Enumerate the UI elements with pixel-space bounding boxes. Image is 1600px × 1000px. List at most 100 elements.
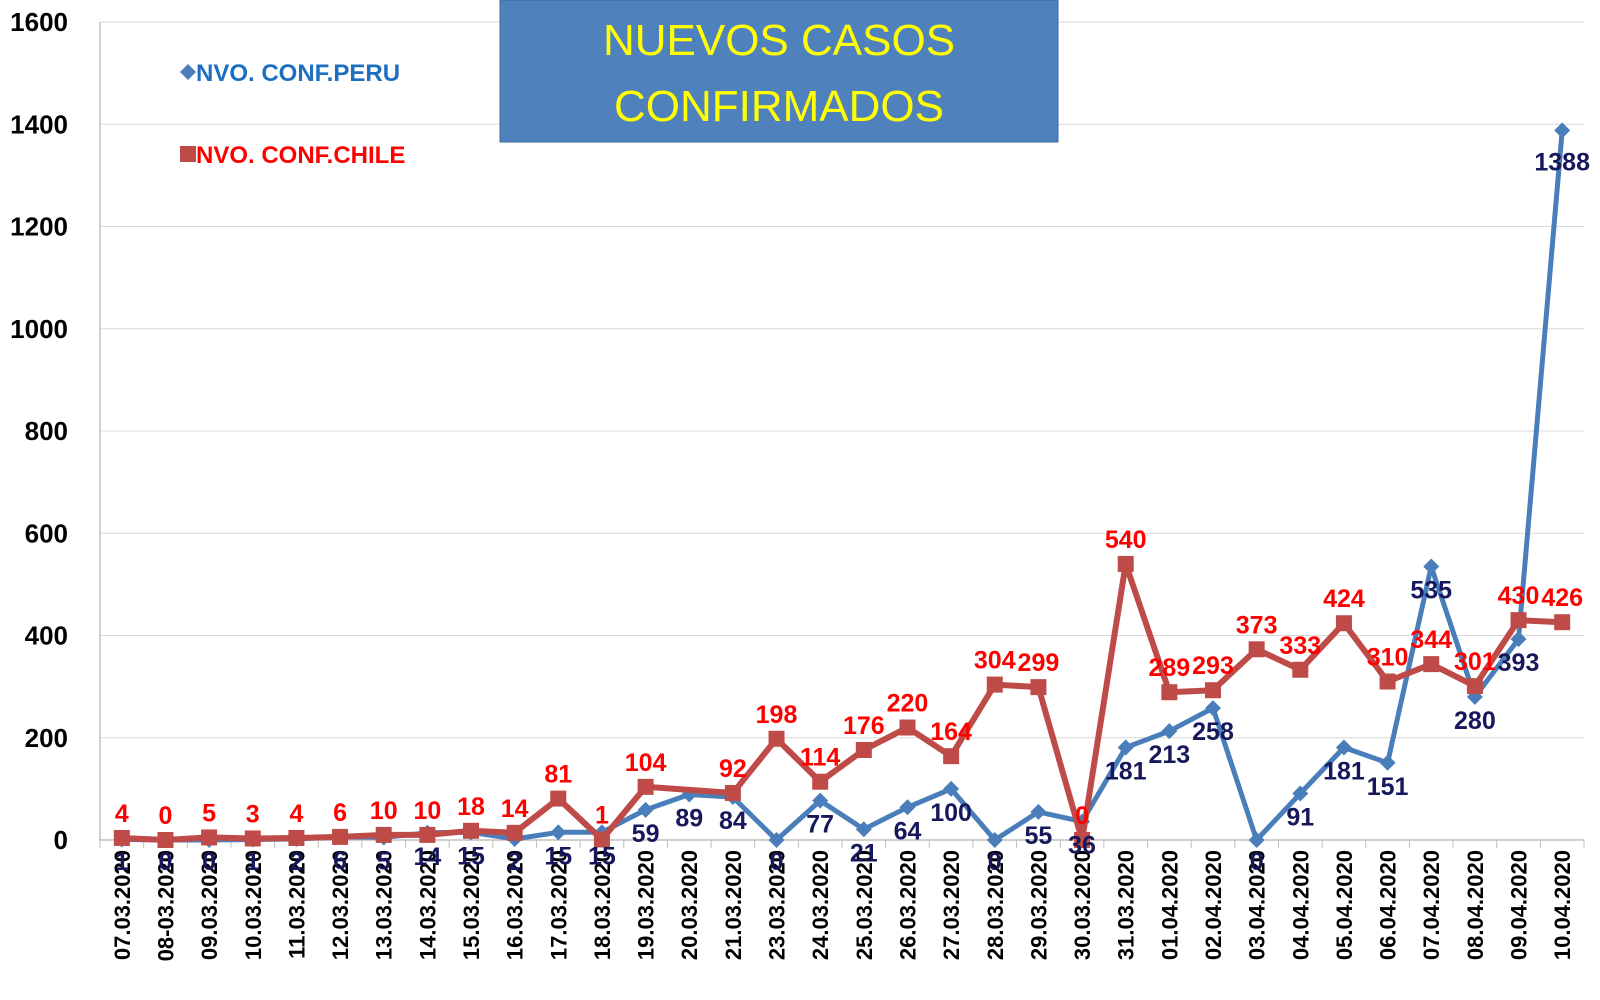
- x-tick-label: 03.04.2020: [1245, 850, 1270, 960]
- peru-point: [1423, 558, 1440, 575]
- peru-point: [1205, 700, 1221, 717]
- chile-point: [593, 831, 610, 848]
- x-tick-label: 05.04.2020: [1332, 850, 1357, 960]
- chile-point: [375, 826, 392, 843]
- chile-point: [1510, 612, 1527, 629]
- chile-data-label: 289: [1148, 654, 1190, 682]
- chile-data-label: 164: [930, 718, 972, 746]
- x-tick-label: 02.04.2020: [1201, 850, 1226, 960]
- x-tick-label: 18.03.2020: [590, 850, 615, 960]
- x-tick-label: 17.03.2020: [546, 850, 571, 960]
- x-tick-label: 10.04.2020: [1550, 850, 1575, 960]
- peru-data-label: 1: [246, 848, 260, 876]
- x-tick-label: 20.03.2020: [677, 850, 702, 960]
- peru-data-label: 14: [413, 843, 441, 871]
- x-tick-label: 12.03.2020: [328, 850, 353, 960]
- peru-point: [1554, 122, 1571, 139]
- chile-point: [768, 730, 785, 747]
- chile-point: [332, 828, 349, 845]
- x-tick-label: 07.03.2020: [110, 850, 135, 960]
- x-tick-label: 29.03.2020: [1026, 850, 1051, 960]
- peru-data-label: 89: [675, 804, 703, 832]
- peru-data-label: 2: [508, 848, 522, 876]
- chart-title: NUEVOS CASOS CONFIRMADOS: [499, 0, 1059, 143]
- chile-data-label: 430: [1498, 582, 1540, 610]
- title-box: [499, 0, 1059, 143]
- peru-data-label: 21: [850, 839, 878, 867]
- chile-data-label: 114: [800, 744, 840, 772]
- x-tick-label: 15.03.2020: [459, 850, 484, 960]
- legend-item-peru: NVO. CONF.PERU: [180, 60, 400, 87]
- peru-data-label: 55: [1025, 822, 1053, 850]
- chile-data-label: 0: [159, 802, 173, 830]
- chile-point: [986, 676, 1003, 693]
- peru-data-label: 64: [894, 817, 922, 845]
- chile-data-label: 304: [974, 647, 1016, 675]
- chile-data-label: 3: [246, 800, 260, 828]
- peru-data-label: 181: [1323, 757, 1365, 785]
- peru-data-label: 84: [719, 807, 747, 835]
- peru-point: [812, 792, 829, 809]
- chile-point: [1074, 832, 1091, 848]
- chile-data-label: 4: [115, 800, 129, 828]
- chile-data-label: 293: [1192, 652, 1234, 680]
- chile-point: [419, 826, 436, 843]
- peru-data-label: 2: [289, 848, 303, 876]
- chile-data-label: 310: [1367, 644, 1409, 672]
- peru-data-label: 15: [588, 842, 616, 870]
- chile-point: [1117, 555, 1134, 572]
- peru-data-label: 36: [1068, 832, 1096, 860]
- peru-data-label: 5: [377, 847, 391, 875]
- chile-point: [899, 719, 916, 736]
- peru-point: [899, 799, 916, 816]
- chile-point: [855, 742, 872, 759]
- chile-data-label: 10: [370, 797, 398, 825]
- x-tick-label: 31.03.2020: [1114, 850, 1139, 960]
- peru-point: [1030, 803, 1047, 820]
- peru-point: [1161, 723, 1178, 740]
- chile-data-label: 344: [1410, 626, 1452, 654]
- chile-data-label: 104: [625, 749, 667, 777]
- series-chile: [113, 555, 1571, 848]
- x-tick-label: 21.03.2020: [721, 850, 746, 960]
- peru-data-label: 1388: [1534, 148, 1590, 176]
- peru-data-label: 0: [159, 848, 173, 876]
- peru-point: [637, 801, 654, 818]
- series-layer: [113, 122, 1571, 848]
- peru-data-label: 1: [115, 848, 129, 876]
- x-tick-label: 06.04.2020: [1376, 850, 1401, 960]
- peru-point: [943, 780, 960, 797]
- x-tick-label: 27.03.2020: [939, 850, 964, 960]
- peru-data-label: 0: [1250, 848, 1264, 876]
- legend-item-chile: NVO. CONF.CHILE: [180, 142, 405, 169]
- peru-point: [986, 832, 1003, 848]
- chile-data-label: 540: [1105, 526, 1147, 554]
- chile-point: [244, 830, 261, 847]
- chile-data-label: 220: [887, 690, 929, 718]
- chile-data-label: 1: [595, 801, 609, 829]
- chile-point: [157, 832, 174, 848]
- chile-point: [1161, 684, 1178, 701]
- chile-point: [637, 778, 654, 795]
- chile-data-label: 10: [413, 797, 441, 825]
- x-tick-label: 09.04.2020: [1507, 850, 1532, 960]
- chile-data-label: 426: [1541, 584, 1583, 612]
- chile-data-label: 5: [202, 799, 216, 827]
- chile-data-label: 176: [843, 712, 885, 740]
- peru-data-label: 535: [1410, 576, 1452, 604]
- chile-point: [1466, 678, 1483, 695]
- chile-data-label: 6: [333, 799, 347, 827]
- peru-data-label: 0: [988, 848, 1002, 876]
- x-tick-label: 19.03.2020: [634, 850, 659, 960]
- title-line-2: CONFIRMADOS: [614, 82, 944, 131]
- chile-data-label: 18: [457, 793, 485, 821]
- x-tick-label: 28.03.2020: [983, 850, 1008, 960]
- peru-point: [1379, 754, 1396, 771]
- peru-data-label: 280: [1454, 707, 1496, 735]
- x-tick-label: 10.03.2020: [241, 850, 266, 960]
- peru-data-label: 181: [1105, 757, 1147, 785]
- chile-data-label: 92: [719, 755, 747, 783]
- y-tick-label: 1000: [10, 314, 68, 344]
- peru-point: [855, 821, 872, 838]
